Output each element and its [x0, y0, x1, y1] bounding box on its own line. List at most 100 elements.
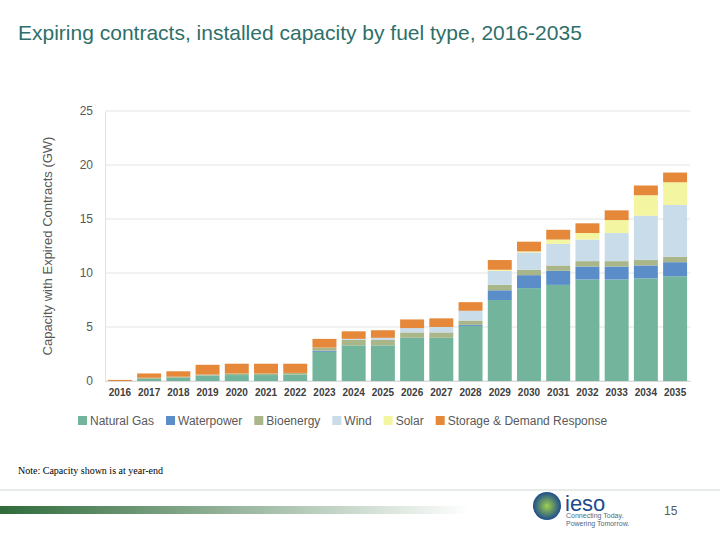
- bar: [137, 378, 161, 379]
- x-tick-label: 2024: [343, 387, 366, 398]
- x-tick-label: 2019: [196, 387, 219, 398]
- bar: [663, 257, 687, 262]
- bar: [429, 332, 453, 337]
- bar: [605, 220, 629, 233]
- page-number: 15: [664, 504, 678, 518]
- x-tick: 2026: [401, 381, 424, 398]
- legend-swatch: [332, 416, 341, 425]
- y-tick-label: 15: [80, 212, 94, 226]
- bar: [400, 338, 424, 381]
- bar: [663, 276, 687, 381]
- bar: [663, 182, 687, 205]
- bar: [605, 267, 629, 280]
- slide: Expiring contracts, installed capacity b…: [0, 0, 720, 540]
- x-tick: 2019: [196, 381, 219, 398]
- bar: [400, 328, 424, 332]
- bar: [517, 270, 541, 275]
- bar: [546, 240, 570, 244]
- bar: [225, 364, 249, 374]
- y-tick-label: 10: [80, 266, 94, 280]
- y-axis-title: Capacity with Expired Contracts (GW): [40, 137, 55, 356]
- legend-swatch: [384, 416, 393, 425]
- series: [137, 257, 687, 379]
- legend-label: Waterpower: [178, 414, 242, 428]
- bar: [546, 265, 570, 270]
- legend-item: Natural Gas: [78, 414, 154, 428]
- bar: [166, 377, 190, 378]
- footer-decoration: [0, 490, 720, 514]
- bar: [546, 271, 570, 285]
- bar: [254, 373, 278, 375]
- title: Expiring contracts, installed capacity b…: [18, 21, 582, 44]
- bar: [225, 375, 249, 381]
- bar: [634, 186, 658, 196]
- series: [108, 173, 687, 381]
- legend-item: Solar: [384, 414, 424, 428]
- x-tick-label: 2029: [489, 387, 512, 398]
- legend-swatch: [166, 416, 175, 425]
- bar: [137, 379, 161, 381]
- bar: [459, 326, 483, 381]
- x-tick-label: 2016: [109, 387, 132, 398]
- bar: [283, 373, 307, 375]
- bar: [459, 302, 483, 311]
- bar: [459, 321, 483, 325]
- legend-item: Wind: [332, 414, 371, 428]
- bar: [342, 345, 366, 381]
- x-tick-label: 2027: [430, 387, 453, 398]
- bar: [517, 275, 541, 288]
- legend-label: Solar: [396, 414, 424, 428]
- x-tick: 2021: [255, 381, 278, 398]
- bar: [312, 348, 336, 351]
- bar: [459, 311, 483, 321]
- x-tick: 2028: [459, 381, 482, 398]
- x-tick: 2025: [372, 381, 395, 398]
- bar: [254, 364, 278, 374]
- bar: [605, 233, 629, 261]
- legend-label: Wind: [344, 414, 371, 428]
- bar: [429, 327, 453, 332]
- bars: [108, 173, 687, 381]
- bar: [108, 380, 132, 381]
- bar: [575, 267, 599, 280]
- y-tick: 0: [86, 374, 105, 388]
- x-tick-label: 2025: [372, 387, 395, 398]
- bar: [108, 381, 132, 382]
- bar: [634, 216, 658, 260]
- y-tick: 10: [80, 266, 105, 280]
- legend-label: Bioenergy: [266, 414, 320, 428]
- bar: [400, 332, 424, 337]
- bar: [488, 271, 512, 285]
- x-tick-label: 2030: [518, 387, 541, 398]
- bar: [137, 378, 161, 379]
- bar: [605, 279, 629, 381]
- bar: [517, 242, 541, 252]
- bar: [634, 278, 658, 381]
- y-tick-label: 25: [80, 104, 94, 118]
- grid-line: [105, 273, 690, 274]
- bar: [634, 260, 658, 265]
- footer-band: [0, 506, 470, 514]
- bar: [108, 381, 132, 382]
- bar: [575, 261, 599, 266]
- x-tick: 2032: [576, 381, 599, 398]
- bar: [283, 364, 307, 373]
- series: [137, 276, 687, 381]
- bar: [196, 365, 220, 375]
- logo-tagline: Powering Tomorrow.: [566, 520, 629, 528]
- bar: [429, 338, 453, 381]
- bar: [459, 325, 483, 326]
- y-tick-label: 5: [86, 320, 93, 334]
- x-tick: 2035: [664, 381, 687, 398]
- x-tick: 2033: [606, 381, 629, 398]
- grid: [105, 111, 690, 381]
- legend-label: Natural Gas: [90, 414, 154, 428]
- bar: [166, 378, 190, 381]
- x-tick: 2034: [635, 381, 658, 398]
- bar: [371, 340, 395, 345]
- bar: [196, 375, 220, 376]
- bar: [108, 381, 132, 382]
- bar: [634, 195, 658, 216]
- x-tick: 2022: [284, 381, 307, 398]
- bar: [196, 375, 220, 376]
